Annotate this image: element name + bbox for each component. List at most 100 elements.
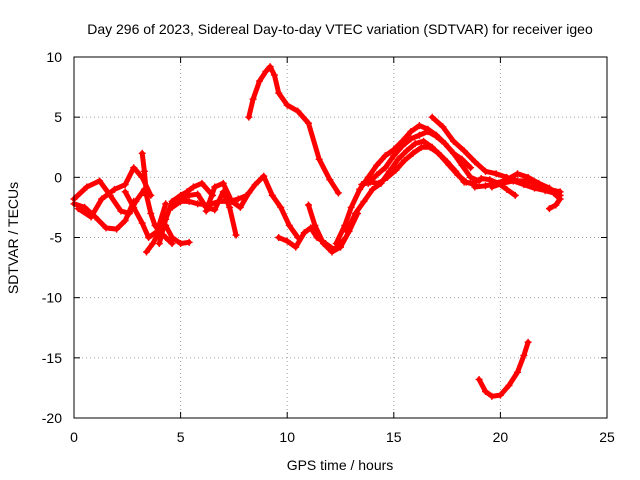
data-point <box>415 122 423 130</box>
series-line <box>489 178 563 212</box>
data-point <box>441 140 449 148</box>
data-point <box>443 158 451 166</box>
series-s3 <box>74 164 155 221</box>
data-point <box>132 197 140 205</box>
data-point <box>471 158 479 166</box>
data-point <box>400 156 408 164</box>
data-point <box>486 176 494 184</box>
data-point <box>520 181 528 189</box>
data-point <box>315 155 323 163</box>
data-point <box>477 175 485 183</box>
data-point <box>168 234 176 241</box>
data-point <box>121 217 129 225</box>
series-line <box>71 178 147 216</box>
data-point <box>383 173 391 181</box>
data-point <box>418 143 426 151</box>
data-point <box>294 107 302 115</box>
data-point <box>499 179 507 187</box>
data-point <box>189 183 197 191</box>
data-point <box>260 172 268 180</box>
data-point <box>481 388 489 396</box>
data-point <box>102 224 110 232</box>
data-point <box>435 149 443 157</box>
grid <box>74 57 607 418</box>
data-point <box>142 191 150 199</box>
data-point <box>285 221 293 229</box>
data-point <box>266 63 274 71</box>
data-point <box>471 183 479 191</box>
data-point <box>81 203 89 211</box>
data-point <box>328 248 336 256</box>
data-point <box>411 140 419 148</box>
chart-title: Day 296 of 2023, Sidereal Day-to-day VTE… <box>87 21 593 37</box>
data-point <box>149 240 157 248</box>
data-point <box>255 77 263 85</box>
data-point <box>117 207 125 215</box>
data-point <box>319 240 327 248</box>
data-point <box>356 185 364 193</box>
x-axis-label: GPS time / hours <box>287 457 394 473</box>
data-point <box>113 225 121 233</box>
data-point <box>275 234 283 241</box>
series-line <box>139 150 175 246</box>
data-point <box>552 201 560 209</box>
data-point <box>96 177 104 185</box>
data-point <box>398 142 406 150</box>
data-point <box>311 221 319 229</box>
data-point <box>275 89 283 97</box>
data-point <box>366 178 374 186</box>
data-point <box>155 240 163 248</box>
y-tick-label: 10 <box>46 49 62 65</box>
data-point <box>381 152 389 160</box>
y-tick-label: -20 <box>42 410 62 426</box>
data-point <box>98 195 106 203</box>
data-point <box>211 206 219 214</box>
data-point <box>409 149 417 157</box>
data-point <box>368 185 376 193</box>
data-point <box>305 201 313 209</box>
data-point <box>460 178 468 186</box>
data-point <box>337 243 344 251</box>
series-s5 <box>138 149 176 248</box>
data-point <box>332 240 340 248</box>
data-point <box>390 152 398 160</box>
data-point <box>373 171 381 179</box>
data-point <box>535 179 543 187</box>
data-point <box>83 183 91 191</box>
data-point <box>130 203 138 211</box>
data-point <box>524 338 532 346</box>
data-point <box>449 149 457 157</box>
data-point <box>307 224 315 232</box>
data-point <box>268 191 276 199</box>
data-point <box>87 213 95 221</box>
series-s9 <box>177 188 240 239</box>
data-point <box>168 203 176 211</box>
data-point <box>343 227 351 235</box>
data-point <box>121 188 129 196</box>
series-line <box>75 165 154 220</box>
data-point <box>198 179 206 187</box>
data-point <box>358 181 366 189</box>
data-point <box>556 195 564 203</box>
data-point <box>326 176 334 184</box>
data-point <box>392 166 400 174</box>
data-point <box>481 182 489 190</box>
data-point <box>513 170 521 178</box>
data-point <box>432 132 440 140</box>
data-point <box>219 179 227 187</box>
series-s10 <box>202 172 302 241</box>
data-point <box>520 351 528 359</box>
data-point <box>364 173 372 181</box>
data-point <box>185 191 193 199</box>
data-point <box>449 137 457 145</box>
data-point <box>407 135 415 143</box>
data-point <box>151 221 159 229</box>
data-point <box>168 240 176 248</box>
data-point <box>277 203 285 211</box>
data-point <box>460 147 468 155</box>
data-point <box>292 243 300 251</box>
data-point <box>283 101 291 109</box>
y-tick-label: -5 <box>50 230 63 246</box>
data-point <box>360 197 368 205</box>
